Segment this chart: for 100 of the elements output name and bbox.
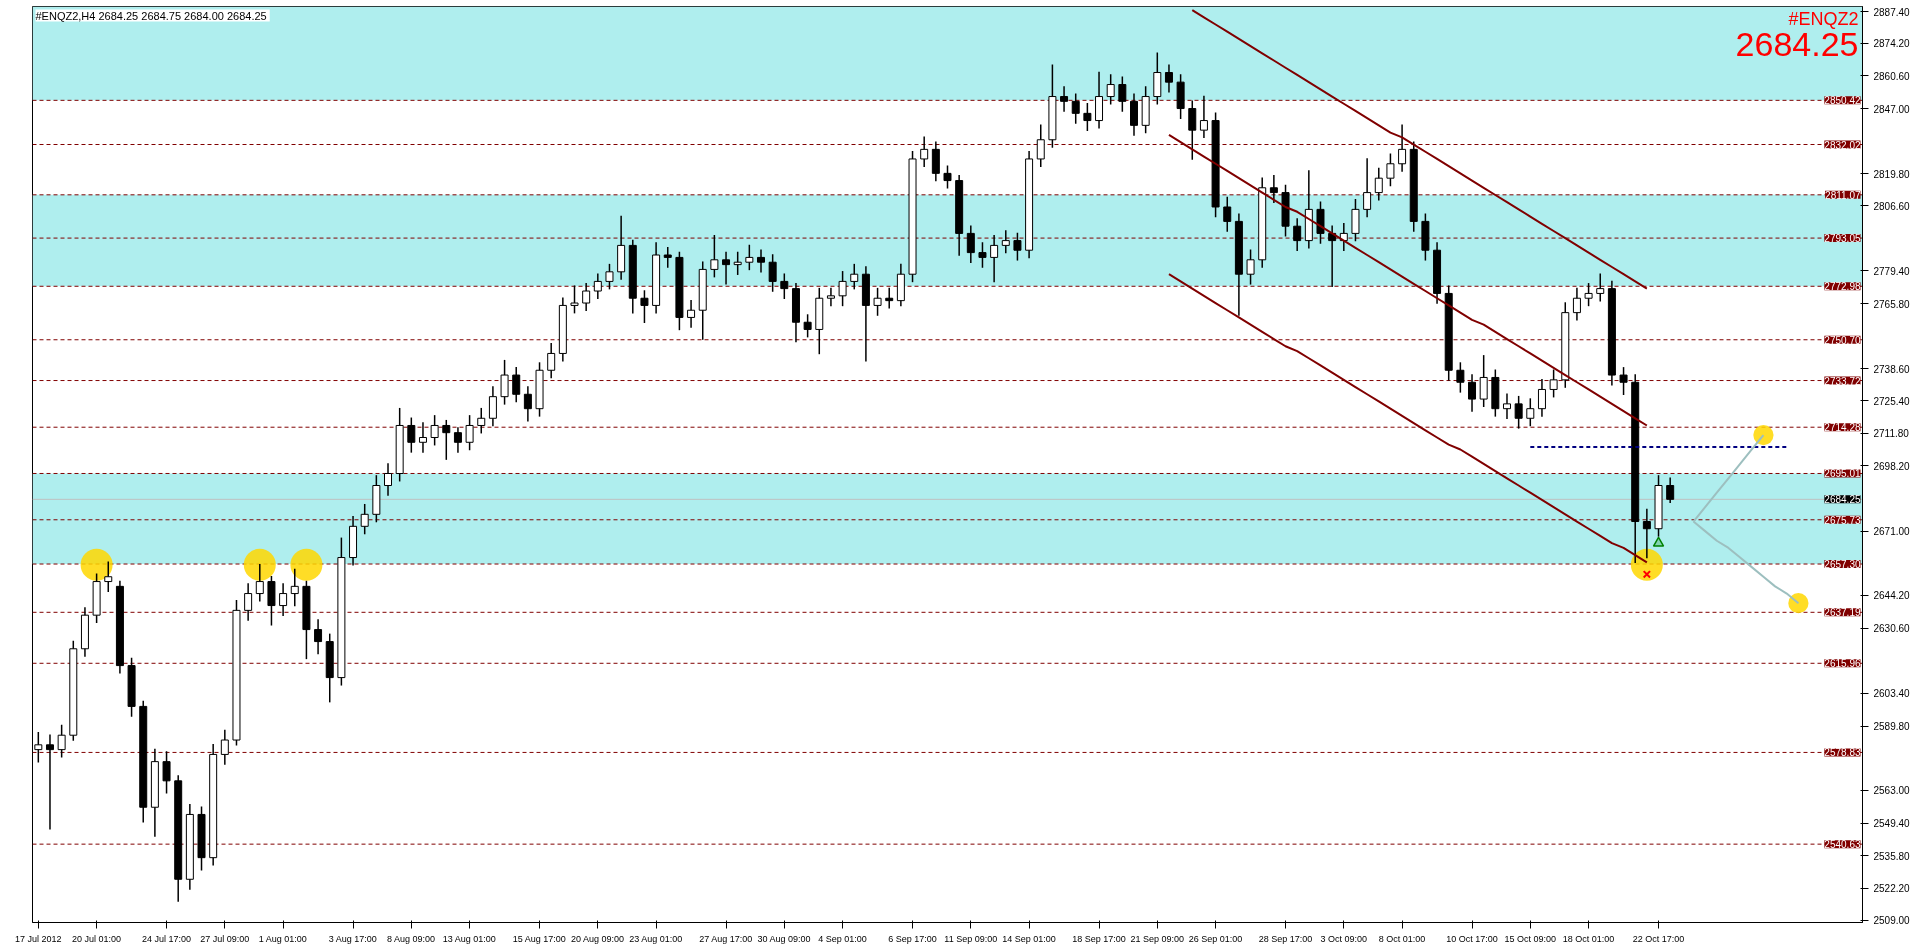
candlestick [733,251,742,275]
candlestick [1479,355,1488,408]
candlestick [722,251,731,285]
x-tick-label: 30 Aug 09:00 [757,933,811,944]
candlestick [1118,76,1127,112]
x-tick-label: 10 Oct 17:00 [1446,933,1498,944]
candlestick [1619,367,1628,396]
candlestick [162,751,171,794]
candlestick [1549,369,1558,398]
y-tick-label: 2779.40 [1873,265,1911,277]
candlestick [418,422,427,453]
candlestick [244,583,253,621]
candlestick [1199,95,1208,139]
x-tick-label: 6 Sep 17:00 [888,933,937,944]
candlestick [966,225,975,263]
y-tick-label: 2887.40 [1873,6,1911,18]
candlestick [1537,379,1546,417]
candlestick [407,417,416,453]
candlestick [1071,93,1080,124]
candlestick [1596,273,1605,302]
candlestick [1083,102,1092,131]
candlestick [104,561,113,592]
candlestick [990,235,999,283]
x-tick-label: 26 Sep 01:00 [1188,933,1243,944]
candlestick [314,619,323,655]
candlestick [1502,393,1511,420]
x-tick-label: 8 Oct 01:00 [1378,933,1426,944]
ref-line-label: 2540.63 [1824,839,1861,851]
y-tick-label: 2725.40 [1873,395,1911,407]
chart-title: #ENQZ2,H4 2684.25 2684.75 2684.00 2684.25 [35,9,267,22]
candlestick [1386,153,1395,187]
x-tick-label: 22 Oct 17:00 [1632,933,1685,944]
candlestick [1398,124,1407,172]
y-tick-label: 2644.20 [1873,590,1911,602]
candlestick [1060,86,1069,112]
ref-line-label: 2684.25 [1824,494,1861,506]
y-tick-label: 2819.80 [1873,168,1911,180]
x-tick-label: 13 Aug 01:00 [442,933,496,944]
candlestick [687,299,696,328]
candlestick [255,563,264,602]
candlestick [1106,74,1115,105]
candlestick [1001,230,1010,254]
candlestick [1363,158,1372,218]
candlestick [488,386,497,427]
candlestick [453,427,462,453]
candlestick [1246,249,1255,285]
candlestick [978,242,987,268]
candlestick [547,343,556,379]
candlestick [500,359,509,405]
x-tick-label: 20 Aug 09:00 [571,933,625,944]
x-tick-label: 27 Jul 09:00 [200,933,250,944]
ref-line-label: 2657.30 [1824,559,1861,571]
y-tick-label: 2711.80 [1873,428,1910,440]
ref-line-label: 2578.83 [1824,747,1861,759]
candlestick [279,583,288,616]
y-tick-label: 2630.60 [1873,623,1911,635]
candlestick [1642,508,1651,559]
x-tick-label: 18 Sep 17:00 [1072,933,1126,944]
candlestick [430,415,439,446]
candlestick [1526,398,1535,427]
y-tick-label: 2509.00 [1873,915,1911,927]
y-tick-label: 2563.00 [1873,785,1911,797]
candlestick [220,729,229,765]
x-tick-label: 3 Oct 09:00 [1320,933,1368,944]
x-tick-label: 17 Jul 2012 [15,933,62,944]
x-tick-label: 14 Sep 01:00 [1002,933,1056,944]
candlestick [838,271,847,307]
y-tick-label: 2671.00 [1873,526,1911,538]
candlestick [943,165,952,189]
candlestick [1374,167,1383,201]
candlestick [384,463,393,496]
candlestick [57,724,66,758]
candlestick [745,244,754,271]
ref-line-label: 2811.07 [1825,189,1861,201]
candlestick [780,273,789,299]
candlestick [477,407,486,434]
candlestick [1188,100,1197,160]
candlestick [1456,362,1465,393]
candlestick [1013,232,1022,261]
candlestick [1223,196,1232,232]
ref-line-label: 2637.19 [1824,607,1861,619]
y-tick-label: 2698.20 [1873,460,1911,472]
y-tick-label: 2806.60 [1873,200,1911,212]
candlestick [465,415,474,451]
candlestick [826,287,835,307]
x-tick-label: 27 Aug 17:00 [699,933,753,944]
x-tick-label: 21 Sep 09:00 [1130,933,1185,944]
candlestick [1514,395,1523,429]
x-tick-label: 15 Oct 09:00 [1504,933,1557,944]
ref-line-label: 2675.73 [1824,514,1861,526]
candlestick [523,386,532,422]
candlestick [290,568,299,607]
candlestick [1269,175,1278,203]
candlestick [605,263,614,290]
ref-line-label: 2615.96 [1824,658,1861,670]
candlestick [1584,283,1593,307]
y-tick-label: 2522.20 [1873,883,1911,895]
candlestick [920,136,929,167]
y-tick-label: 2765.80 [1873,298,1911,310]
y-tick-label: 2549.40 [1873,818,1911,830]
